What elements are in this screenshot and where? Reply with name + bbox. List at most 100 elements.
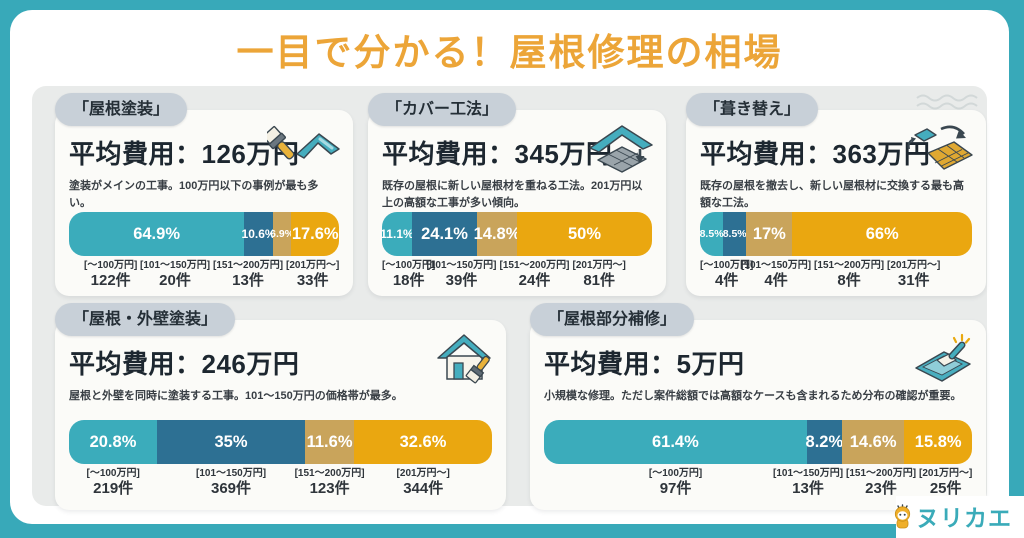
bar-segment: 6.9% — [270, 212, 294, 256]
segment-percent-label: 24.1% — [421, 224, 468, 243]
distribution-chart: 11.1% 24.1% 14.8% 50% [〜100万円] 18件 [101〜150万円… — [382, 212, 652, 290]
case-count: 123件 — [309, 480, 350, 497]
segment-range-count: [101〜150万円] 369件 — [196, 468, 266, 497]
price-range-label: [151〜200万円] — [846, 468, 917, 479]
case-count: 13件 — [792, 480, 824, 497]
segment-range-count: [〜100万円] 97件 — [649, 468, 702, 497]
case-count: 122件 — [90, 272, 131, 289]
average-cost: 平均費用：345万円 — [382, 139, 613, 169]
bar-segment: 11.6% — [305, 420, 355, 464]
paintbrush-roof-icon — [267, 126, 340, 160]
segment-percent-label: 17.6% — [291, 224, 339, 243]
bar-segment: 61.4% — [544, 420, 807, 464]
segment-range-count: [101〜150万円] 13件 — [773, 468, 843, 497]
segment-range-count: [〜100万円] 122件 — [84, 260, 137, 289]
segment-percent-label: 8.5% — [700, 228, 724, 240]
mascot-icon — [894, 503, 911, 528]
case-count: 33件 — [296, 272, 329, 289]
card-title-badge: 「屋根塗装」 — [55, 93, 188, 126]
segment-range-count: [151〜200万円] 24件 — [499, 260, 569, 289]
bar-segment: 64.9% — [69, 212, 245, 256]
card-description: 小規模な修理。ただし案件総額では高額なケースも含まれるため分布の確認が重要。 — [544, 390, 962, 402]
bar-labels: [〜100万円] 4件 [101〜150万円] 4件 [151〜200万円] 8件 [201… — [700, 260, 972, 290]
case-count: 39件 — [445, 272, 478, 289]
price-range-label: [151〜200万円] — [213, 260, 284, 271]
card-roof-wall-painting: 「屋根・外壁塗装」 平均費用：246万円 屋根と外壁を同時に塗装する工事。101… — [55, 303, 506, 510]
segment-range-count: [151〜200万円] 123件 — [295, 468, 365, 497]
brand-logo-text: ヌリカエ — [916, 505, 1012, 531]
segment-percent-label: 15.8% — [914, 432, 962, 451]
bar-segment: 50% — [516, 212, 652, 256]
roof-replace-icon — [907, 125, 973, 170]
distribution-chart: 8.5% 8.5% 17% 66% [〜100万円] 4件 [101〜150万円] 4件 [1… — [700, 212, 972, 290]
segment-percent-label: 17% — [752, 224, 786, 243]
segment-range-count: [〜100万円] 18件 — [382, 260, 435, 289]
card-partial-repair: 「屋根部分補修」 平均費用：5万円 小規模な修理。ただし案件総額では高額なケース… — [530, 303, 986, 510]
case-count: 23件 — [865, 480, 897, 497]
bar-segment: 11.1% — [382, 212, 414, 256]
price-range-label: [201万円〜] — [572, 260, 626, 271]
case-count: 31件 — [897, 272, 930, 289]
price-range-label: [201万円〜] — [286, 260, 340, 271]
bar-segment: 32.6% — [354, 420, 492, 464]
segment-percent-label: 35% — [214, 432, 248, 451]
case-count: 24件 — [518, 272, 551, 289]
price-range-label: [〜100万円] — [86, 468, 140, 479]
stacked-bar: 64.9% 10.6% 6.9% 17.6% — [69, 212, 339, 256]
segment-percent-label: 20.8% — [89, 432, 137, 451]
card-reroofing: 「葺き替え」 平均費用：363万円 既存の屋根を撤去し、新しい屋根材に交換する最… — [686, 93, 986, 296]
segment-percent-label: 66% — [865, 224, 899, 243]
segment-percent-label: 50% — [567, 224, 601, 243]
card-cover-method: 「カバー工法」 平均費用：345万円 既存の屋根に新しい屋根材を重ねる工法。20… — [368, 93, 666, 296]
price-range-label: [151〜200万円] — [294, 468, 365, 479]
segment-range-count: [151〜200万円] 13件 — [213, 260, 283, 289]
segment-range-count: [151〜200万円] 23件 — [846, 468, 916, 497]
bar-segment: 66% — [792, 212, 972, 256]
card-description: 塗装がメインの工事。100万円以下の事例が最も多い。 — [69, 180, 319, 210]
segment-range-count: [201万円〜] 81件 — [572, 260, 625, 289]
card-description: 屋根と外壁を同時に塗装する工事。101〜150万円の価格帯が最多。 — [69, 390, 403, 402]
bar-segment: 8.2% — [805, 420, 844, 464]
stacked-bar: 11.1% 24.1% 14.8% 50% — [382, 212, 652, 256]
page-title: 一目で分かる！屋根修理の相場 — [236, 32, 783, 73]
segment-range-count: [201万円〜] 25件 — [919, 468, 972, 497]
bar-segment: 8.5% — [722, 212, 747, 256]
card-title-badge: 「屋根部分補修」 — [530, 303, 695, 336]
price-range-label: [〜100万円] — [84, 260, 138, 271]
segment-percent-label: 14.6% — [849, 432, 897, 451]
stacked-bar: 61.4% 8.2% 14.6% 15.8% — [544, 420, 972, 464]
stacked-bar: 8.5% 8.5% 17% 66% — [700, 212, 972, 256]
segment-range-count: [151〜200万円] 8件 — [814, 260, 884, 289]
segment-range-count: [101〜150万円] 20件 — [140, 260, 210, 289]
segment-percent-label: 8.5% — [722, 228, 747, 240]
card-roof-painting: 「屋根塗装」 平均費用：126万円 塗装がメインの工事。100万円以下の事例が最… — [55, 93, 353, 296]
price-range-label: [101〜150万円] — [426, 260, 497, 271]
bar-segment: 24.1% — [411, 212, 478, 256]
distribution-chart: 20.8% 35% 11.6% 32.6% [〜100万円] 219件 [101〜150万… — [69, 420, 492, 498]
stacked-bar: 20.8% 35% 11.6% 32.6% — [69, 420, 492, 464]
segment-percent-label: 8.2% — [805, 432, 844, 451]
case-count: 344件 — [403, 480, 444, 497]
bar-segment: 8.5% — [700, 212, 724, 256]
price-range-label: [201万円〜] — [919, 468, 973, 479]
segment-percent-label: 64.9% — [133, 224, 180, 243]
case-count: 18件 — [392, 272, 425, 289]
price-range-label: [151〜200万円] — [814, 260, 885, 271]
bar-segment: 14.8% — [474, 212, 520, 256]
bar-segment: 15.8% — [904, 420, 972, 464]
segment-range-count: [101〜150万円] 4件 — [741, 260, 811, 289]
segment-percent-label: 61.4% — [651, 432, 699, 451]
case-count: 369件 — [211, 480, 252, 497]
logo-plate — [896, 496, 1024, 538]
case-count: 97件 — [659, 480, 692, 497]
bar-labels: [〜100万円] 18件 [101〜150万円] 39件 [151〜200万円] 24件[… — [382, 260, 652, 290]
content-frame: 一目で分かる！屋根修理の相場 「屋根塗装」 平均費用：126万円 塗装がメインの… — [10, 10, 1009, 524]
patch-repair-icon — [915, 333, 971, 382]
case-count: 4件 — [764, 272, 788, 289]
bar-segment: 35% — [156, 420, 306, 464]
price-range-label: [101〜150万円] — [140, 260, 211, 271]
case-count: 20件 — [159, 272, 191, 289]
price-range-label: [101〜150万円] — [741, 260, 812, 271]
case-count: 81件 — [583, 272, 615, 289]
card-description: 既存の屋根に新しい屋根材を重ねる工法。201万円以上の高額な工事が多い傾向。 — [382, 180, 643, 210]
